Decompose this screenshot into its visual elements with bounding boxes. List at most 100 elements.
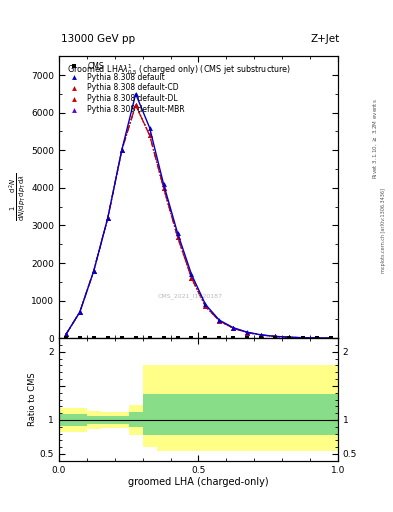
CMS — [175, 335, 180, 341]
Pythia 8.308 default-DL — [119, 147, 124, 154]
CMS — [147, 335, 152, 341]
Pythia 8.308 default — [175, 230, 180, 236]
Pythia 8.308 default-DL — [315, 335, 320, 341]
Text: CMS_2021_I1920187: CMS_2021_I1920187 — [158, 293, 222, 299]
Pythia 8.308 default-CD — [217, 318, 222, 324]
Line: Pythia 8.308 default-DL: Pythia 8.308 default-DL — [64, 103, 333, 340]
Pythia 8.308 default — [64, 331, 68, 337]
Pythia 8.308 default-CD — [189, 275, 194, 281]
Text: 13000 GeV pp: 13000 GeV pp — [61, 33, 135, 44]
CMS — [203, 335, 208, 341]
Pythia 8.308 default-CD — [77, 309, 82, 315]
CMS — [119, 335, 124, 341]
Pythia 8.308 default-CD — [273, 333, 277, 339]
Pythia 8.308 default-CD — [175, 233, 180, 240]
Pythia 8.308 default-CD — [119, 147, 124, 154]
Pythia 8.308 default-DL — [231, 325, 236, 331]
CMS — [259, 335, 264, 341]
Pythia 8.308 default-DL — [301, 335, 305, 341]
CMS — [133, 335, 138, 341]
Pythia 8.308 default-DL — [329, 335, 333, 341]
Pythia 8.308 default-DL — [245, 330, 250, 336]
CMS — [92, 335, 96, 341]
CMS — [217, 335, 222, 341]
Pythia 8.308 default-CD — [259, 332, 264, 338]
Pythia 8.308 default-MBR — [133, 102, 138, 108]
Pythia 8.308 default — [133, 91, 138, 97]
Pythia 8.308 default-DL — [273, 333, 277, 339]
CMS — [329, 335, 333, 341]
Pythia 8.308 default-DL — [92, 267, 96, 273]
Pythia 8.308 default-DL — [147, 132, 152, 138]
Pythia 8.308 default-MBR — [259, 332, 264, 338]
Pythia 8.308 default — [217, 317, 222, 323]
CMS — [245, 335, 250, 341]
Pythia 8.308 default-DL — [203, 303, 208, 309]
Pythia 8.308 default-MBR — [301, 335, 305, 341]
Pythia 8.308 default-MBR — [273, 333, 277, 339]
Pythia 8.308 default-MBR — [119, 147, 124, 154]
Pythia 8.308 default-MBR — [161, 185, 166, 191]
Pythia 8.308 default-CD — [315, 335, 320, 341]
Text: Rivet 3.1.10, $\geq$ 3.2M events: Rivet 3.1.10, $\geq$ 3.2M events — [371, 98, 379, 179]
Line: Pythia 8.308 default-CD: Pythia 8.308 default-CD — [64, 103, 333, 340]
Pythia 8.308 default-CD — [105, 215, 110, 221]
Pythia 8.308 default — [231, 325, 236, 331]
CMS — [189, 335, 194, 341]
Pythia 8.308 default-DL — [161, 185, 166, 191]
Pythia 8.308 default — [77, 309, 82, 315]
X-axis label: groomed LHA (charged-only): groomed LHA (charged-only) — [128, 477, 269, 487]
Pythia 8.308 default-MBR — [64, 331, 68, 337]
Pythia 8.308 default — [189, 271, 194, 278]
Pythia 8.308 default-DL — [287, 334, 292, 340]
Pythia 8.308 default-MBR — [92, 267, 96, 273]
Pythia 8.308 default — [92, 267, 96, 273]
Pythia 8.308 default-CD — [92, 267, 96, 273]
Pythia 8.308 default-DL — [259, 332, 264, 338]
Pythia 8.308 default-CD — [231, 325, 236, 331]
Pythia 8.308 default-DL — [64, 331, 68, 337]
CMS — [273, 335, 277, 341]
Pythia 8.308 default-MBR — [315, 335, 320, 341]
Pythia 8.308 default-MBR — [329, 335, 333, 341]
Pythia 8.308 default-CD — [161, 185, 166, 191]
Pythia 8.308 default-MBR — [105, 215, 110, 221]
Pythia 8.308 default — [259, 332, 264, 338]
Pythia 8.308 default — [105, 215, 110, 221]
Pythia 8.308 default-DL — [189, 275, 194, 281]
CMS — [231, 335, 236, 341]
CMS — [161, 335, 166, 341]
Pythia 8.308 default-DL — [175, 233, 180, 240]
Pythia 8.308 default-CD — [133, 102, 138, 108]
Pythia 8.308 default-MBR — [217, 318, 222, 324]
Y-axis label: $\frac{1}{\mathrm{d}N/\mathrm{d}p_\mathrm{T}}\frac{\mathrm{d}^{2}N}{\mathrm{d}p_: $\frac{1}{\mathrm{d}N/\mathrm{d}p_\mathr… — [7, 173, 28, 221]
Text: Z+Jet: Z+Jet — [311, 33, 340, 44]
Pythia 8.308 default-MBR — [175, 233, 180, 240]
Y-axis label: Ratio to CMS: Ratio to CMS — [28, 373, 37, 426]
Pythia 8.308 default-MBR — [287, 334, 292, 340]
Pythia 8.308 default-MBR — [147, 132, 152, 138]
Pythia 8.308 default-CD — [203, 303, 208, 309]
Pythia 8.308 default-MBR — [77, 309, 82, 315]
Text: mcplots.cern.ch [arXiv:1306.3436]: mcplots.cern.ch [arXiv:1306.3436] — [381, 188, 386, 273]
CMS — [105, 335, 110, 341]
Pythia 8.308 default-MBR — [231, 325, 236, 331]
CMS — [315, 335, 320, 341]
Pythia 8.308 default — [273, 333, 277, 339]
Line: Pythia 8.308 default: Pythia 8.308 default — [64, 92, 333, 340]
Pythia 8.308 default — [203, 302, 208, 308]
Pythia 8.308 default-DL — [133, 102, 138, 108]
Pythia 8.308 default-MBR — [245, 330, 250, 336]
Legend: CMS, Pythia 8.308 default, Pythia 8.308 default-CD, Pythia 8.308 default-DL, Pyt: CMS, Pythia 8.308 default, Pythia 8.308 … — [62, 59, 187, 117]
Pythia 8.308 default — [161, 181, 166, 187]
Text: Groomed LHA$\lambda^{1}_{0.5}$ (charged only) (CMS jet substructure): Groomed LHA$\lambda^{1}_{0.5}$ (charged … — [67, 62, 292, 77]
Pythia 8.308 default — [119, 147, 124, 154]
Pythia 8.308 default — [147, 124, 152, 131]
CMS — [287, 335, 292, 341]
Line: CMS: CMS — [64, 335, 333, 340]
Pythia 8.308 default-DL — [217, 318, 222, 324]
Pythia 8.308 default-CD — [64, 331, 68, 337]
Pythia 8.308 default — [315, 335, 320, 341]
Pythia 8.308 default — [287, 334, 292, 340]
CMS — [64, 335, 68, 341]
